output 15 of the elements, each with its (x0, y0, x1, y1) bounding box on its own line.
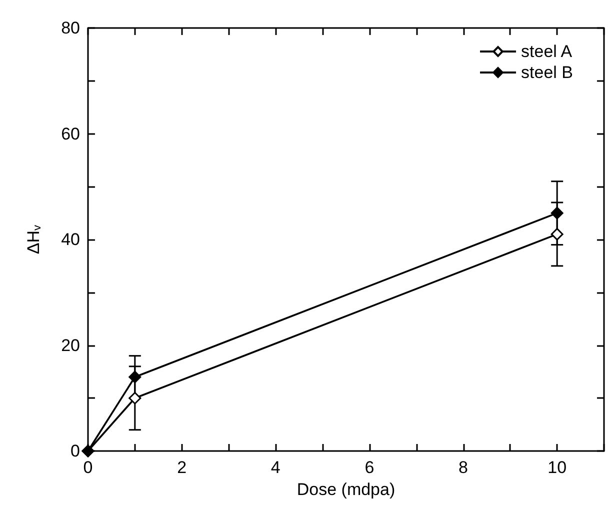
x-axis-title: Dose (mdpa) (296, 480, 396, 499)
x-tick-label: 10 (548, 458, 567, 477)
y-axis-title: ΔHv (24, 224, 44, 254)
y-tick-label: 60 (61, 124, 80, 144)
legend-label: steel A (521, 42, 573, 61)
x-tick-label: 2 (177, 458, 187, 477)
x-tick-label: 4 (270, 458, 280, 477)
y-tick-label: 80 (61, 18, 80, 38)
x-tick-label: 8 (458, 458, 468, 477)
legend-label: steel B (521, 63, 574, 82)
y-tick-label: 20 (61, 336, 80, 355)
x-tick-label: 0 (83, 458, 93, 477)
y-tick-label: 40 (61, 230, 80, 249)
x-tick-label: 6 (364, 458, 374, 477)
y-tick-label: 0 (70, 442, 80, 460)
